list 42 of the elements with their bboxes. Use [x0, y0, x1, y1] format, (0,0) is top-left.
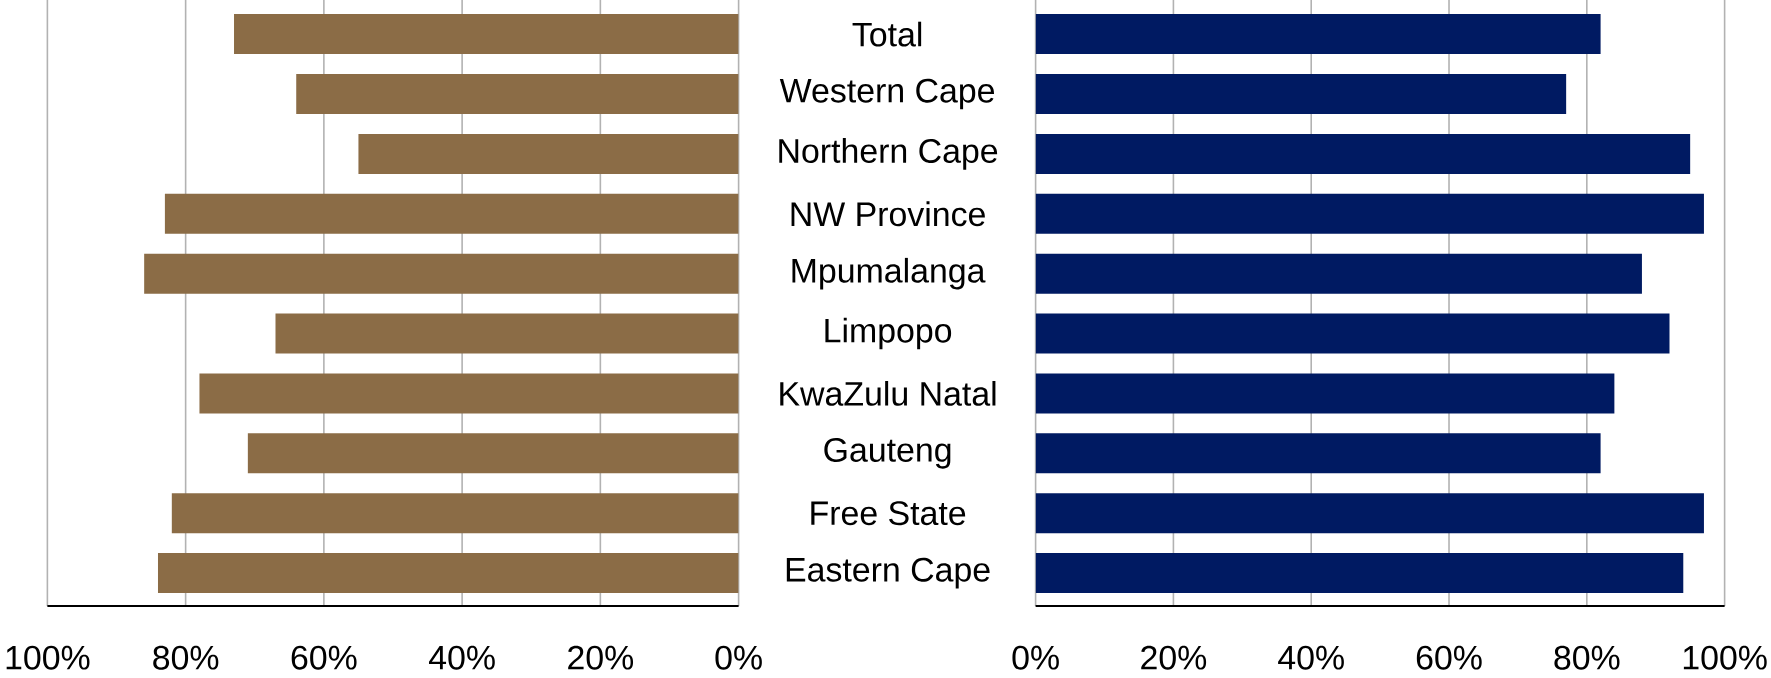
y-tick-label: Eastern Cape — [786, 557, 990, 589]
bar — [1035, 133, 1691, 174]
y-tick-label: Northern Cape — [779, 138, 998, 170]
bar — [358, 133, 739, 174]
bar — [1035, 14, 1601, 55]
y-tick-label: Total — [852, 21, 922, 47]
x-tick-label: 80% — [1554, 645, 1620, 670]
bar — [234, 14, 739, 55]
y-tick-label: KwaZulu Natal — [780, 381, 996, 406]
x-tick-label: 40% — [429, 645, 495, 670]
y-tick-label: Gauteng — [824, 437, 951, 469]
bar — [1035, 553, 1684, 594]
bar — [1035, 253, 1642, 294]
bar — [157, 553, 739, 594]
bar — [171, 493, 739, 534]
bar — [1035, 493, 1704, 534]
x-tick-label: 60% — [1416, 645, 1482, 670]
x-tick-label: 100% — [1683, 645, 1767, 670]
x-tick-label: 0% — [1012, 645, 1059, 670]
x-tick-label: 40% — [1278, 645, 1344, 670]
y-tick-label: Limpopo — [825, 317, 952, 350]
bar — [275, 313, 739, 354]
bar — [144, 253, 739, 294]
x-tick-label: 20% — [568, 645, 634, 670]
y-tick-label: NW Province — [791, 201, 985, 227]
bar — [199, 373, 739, 414]
bar — [296, 74, 739, 114]
bar — [164, 193, 739, 234]
y-tick-label: Western Cape — [779, 78, 995, 110]
bar — [1035, 373, 1615, 414]
bar — [1035, 193, 1704, 234]
y-tick-label: Mpumalanga — [792, 257, 986, 290]
x-tick-label: 80% — [153, 645, 219, 670]
bar — [1035, 313, 1670, 354]
x-tick-label: 0% — [715, 645, 762, 670]
x-tick-label: 100% — [6, 645, 90, 670]
x-tick-label: 60% — [291, 645, 357, 670]
x-tick-label: 20% — [1141, 645, 1207, 670]
bar — [247, 433, 739, 474]
bar — [1035, 433, 1601, 474]
y-tick-label: Free State — [811, 501, 966, 526]
bar — [1035, 74, 1567, 114]
